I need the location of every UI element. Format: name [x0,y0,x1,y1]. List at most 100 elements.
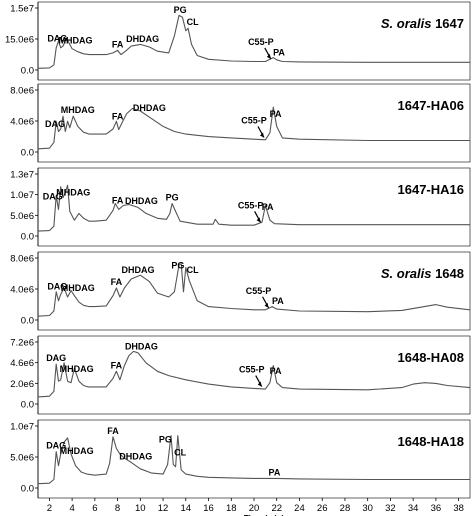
sample-strain: 1647 [435,16,464,31]
chromatogram-trace [37,14,470,69]
sample-title: 1648-HA18 [398,434,465,449]
peak-label: C55-P [248,37,274,47]
x-tick-label: 10 [135,503,146,514]
c55p-arrow-head [266,53,271,59]
peak-label: DAG [47,281,67,291]
x-tick-label: 28 [340,503,351,514]
x-tick-label: 12 [158,503,169,514]
y-tick-label: 15.0e6 [5,35,34,46]
y-tick-label: 5.0e6 [10,211,34,222]
y-tick-label: 1.5e7 [10,4,34,15]
sample-strain: 1648 [435,266,464,281]
chromatogram-trace [37,184,470,232]
peak-label: FA [112,195,124,205]
peak-label: PA [272,296,284,306]
x-tick-label: 22 [271,503,282,514]
sample-title: S. oralis 1647 [381,16,464,31]
peak-label: DHDAG [125,196,158,206]
x-tick-label: 24 [294,503,305,514]
x-tick-label: 8 [115,503,120,514]
c55p-arrow-head [257,381,262,387]
sample-title: 1648-HA08 [398,350,465,365]
peak-label: PG [171,261,184,271]
y-tick-label: 5.0e6 [10,453,34,464]
peak-label: PG [166,193,179,203]
peak-label: DAG [46,353,66,363]
peak-label: PA [270,366,282,376]
y-tick-label: 0.0 [21,400,34,411]
peak-label: PA [273,47,285,57]
y-tick-label: 0.0 [21,232,34,243]
y-tick-label: 2.0e6 [10,379,34,390]
y-tick-label: 0.0 [21,484,34,495]
peak-label: FA [111,360,123,370]
c55p-arrow-head [256,217,261,223]
x-tick-label: 14 [181,503,192,514]
peak-label: FA [107,426,119,436]
peak-label: C55-P [239,365,265,375]
panel-frame [37,335,471,415]
y-tick-label: 0.0 [21,148,34,159]
x-axis-title: Time (min) [244,514,285,516]
peak-label: PA [262,202,274,212]
panel-frame [37,419,471,499]
chromatogram-trace [37,350,471,398]
peak-label: DHDAG [133,103,166,113]
peak-label: CL [174,447,186,457]
y-tick-label: 8.0e6 [10,86,34,97]
peak-label: DHDAG [125,341,158,351]
y-tick-label: 4.0e6 [10,117,34,128]
x-tick-label: 30 [362,503,373,514]
chromatogram-trace [37,435,470,485]
x-tick-label: 16 [203,503,214,514]
peak-label: FA [112,112,124,122]
peak-label: DHDAG [119,451,152,461]
x-tick-label: 32 [385,503,396,514]
x-tick-label: 6 [92,503,97,514]
sample-species: S. oralis [381,16,432,31]
peak-label: MHDAG [60,364,94,374]
y-tick-label: 8.0e6 [10,254,34,265]
chromatogram-trace [37,263,471,317]
x-tick-label: 38 [453,503,464,514]
y-tick-label: 0.0 [21,316,34,327]
sample-species: S. oralis [381,266,432,281]
peak-label: C55-P [246,286,272,296]
x-tick-label: 20 [249,503,260,514]
peak-label: C55-P [241,116,267,126]
peak-label: MHDAG [56,187,90,197]
y-tick-label: 0.0 [21,66,34,77]
y-tick-label: 4.0e6 [10,285,34,296]
peak-label: MHDAG [61,283,95,293]
x-tick-label: 18 [226,503,237,514]
peak-label: MHDAG [59,36,93,46]
peak-label: DAG [46,441,66,451]
peak-label: MHDAG [60,446,94,456]
x-tick-label: 2 [47,503,52,514]
x-tick-label: 34 [408,503,419,514]
peak-label: C55-P [238,200,264,210]
peak-label: DHDAG [126,34,159,44]
peak-label: FA [111,277,123,287]
sample-title: S. oralis 1648 [381,266,464,281]
peak-label: CL [187,265,199,275]
peak-label: DAG [43,192,63,202]
peak-label: PG [174,5,187,15]
peak-label: PA [269,467,281,477]
y-tick-label: 7.2e6 [10,338,34,349]
chromatogram-trace [37,106,470,150]
y-tick-label: 4.6e6 [10,358,34,369]
x-axis: 2468101214161820222426283032343638Time (… [47,498,464,516]
peak-label: DAG [47,33,67,43]
peak-label: MHDAG [61,105,95,115]
sample-title: 1647-HA06 [398,98,465,113]
peak-label: PA [270,109,282,119]
y-tick-label: 1.3e7 [10,170,34,181]
